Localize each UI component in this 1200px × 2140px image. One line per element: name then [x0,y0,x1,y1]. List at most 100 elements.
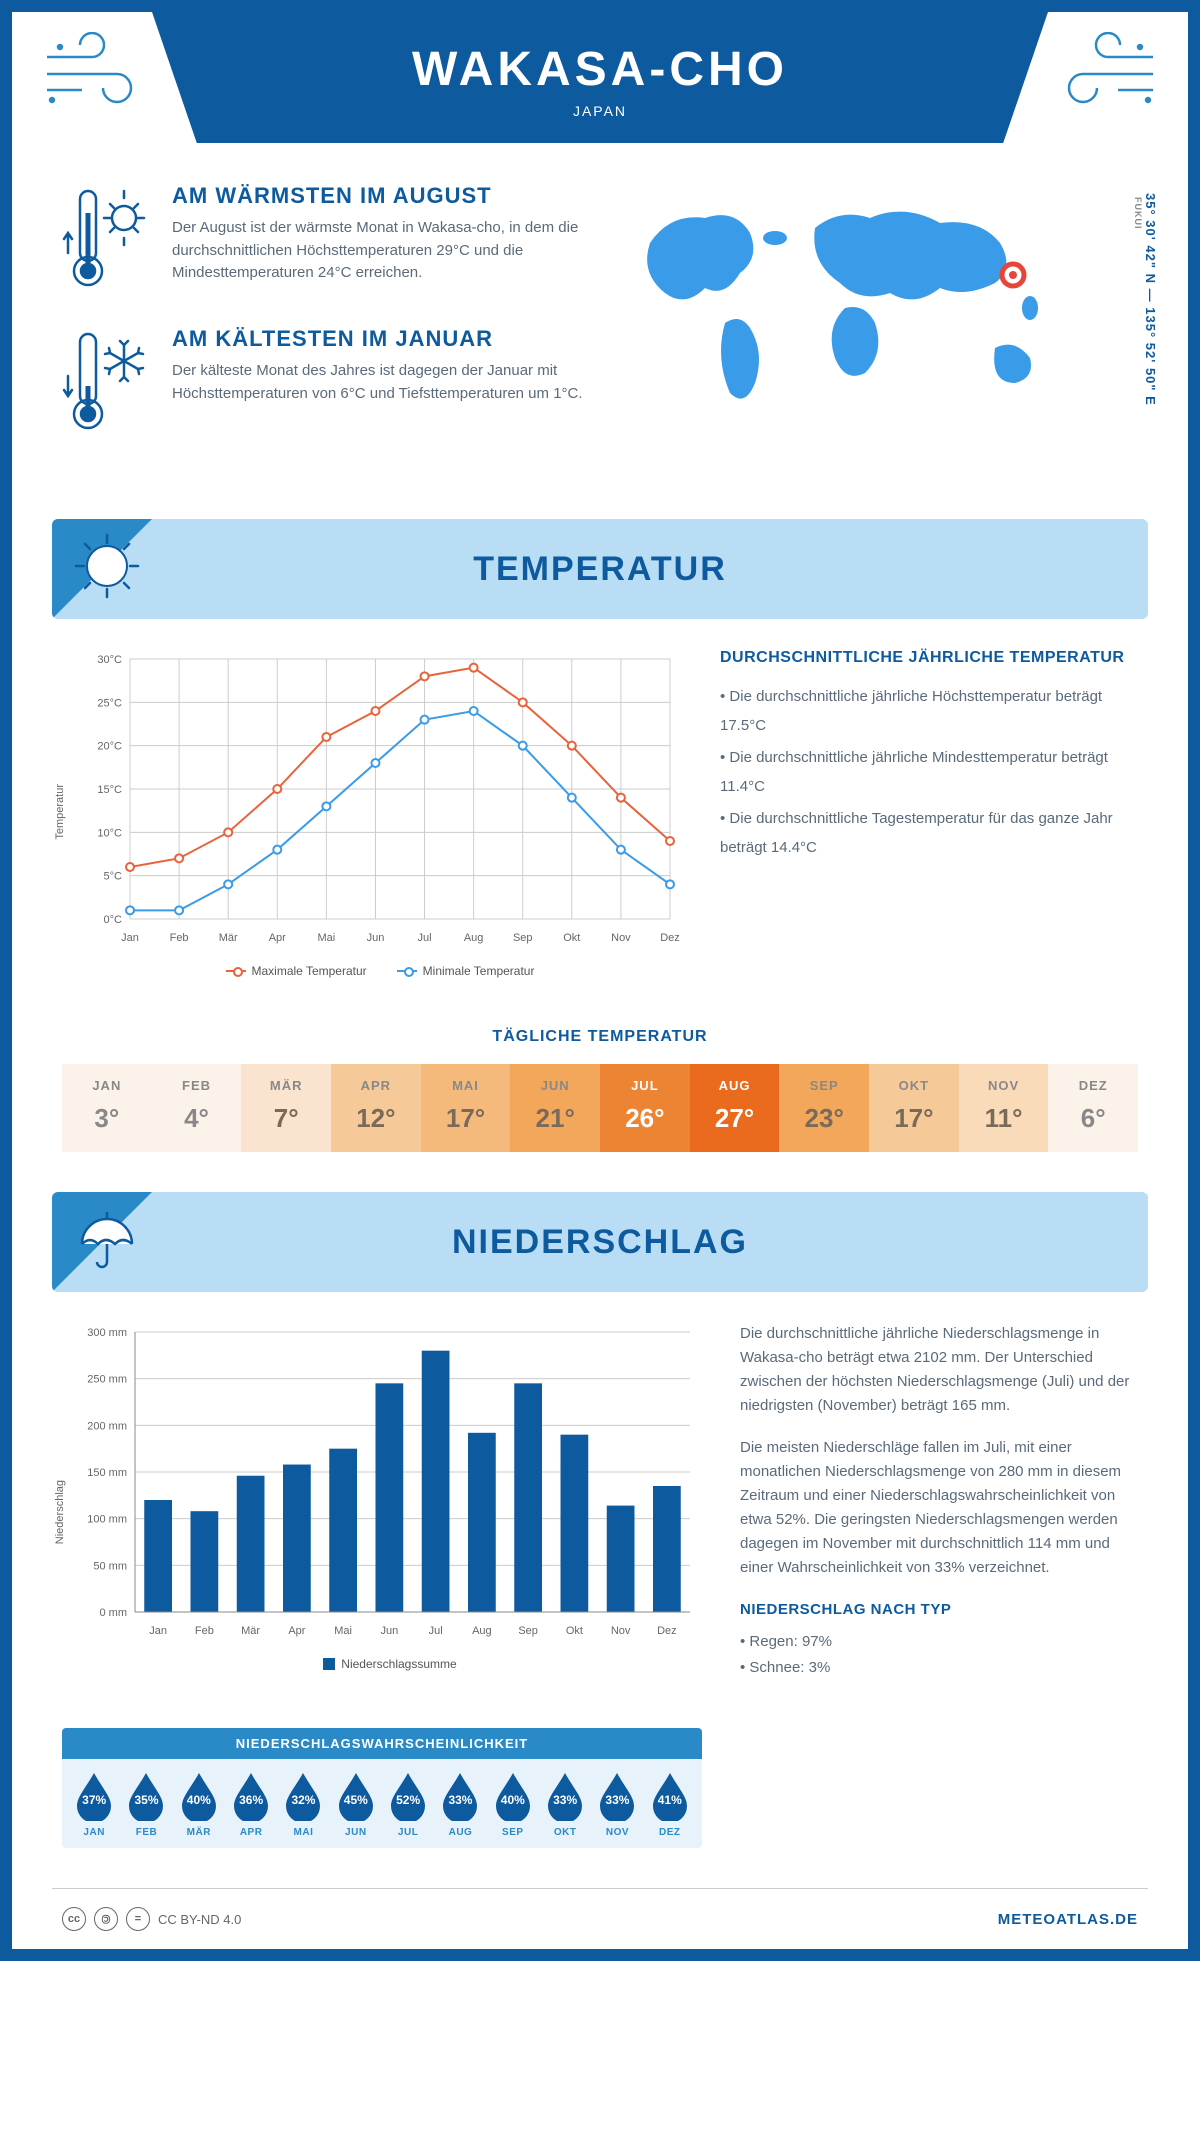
svg-text:Aug: Aug [472,1625,492,1637]
prob-cell: 37%JAN [68,1771,120,1838]
header-wrap: WAKASA-CHO JAPAN [12,12,1188,143]
svg-text:Dez: Dez [660,932,680,944]
daily-cell: OKT17° [869,1064,959,1152]
sun-icon [72,531,142,606]
precip-type1: • Regen: 97% [740,1630,1138,1654]
svg-text:Mai: Mai [334,1625,352,1637]
daily-title: TÄGLICHE TEMPERATUR [12,1028,1188,1046]
fact-warm-content: AM WÄRMSTEN IM AUGUST Der August ist der… [172,183,585,298]
prob-cell: 41%DEZ [644,1771,696,1838]
svg-text:Mai: Mai [317,932,335,944]
svg-text:Okt: Okt [563,932,580,944]
city-title: WAKASA-CHO [152,42,1048,97]
drop-icon: 40% [487,1771,539,1821]
svg-text:Okt: Okt [566,1625,583,1637]
svg-text:Aug: Aug [464,932,484,944]
svg-text:Nov: Nov [611,932,631,944]
footer-license: cc 🄯 = CC BY-ND 4.0 [62,1907,241,1931]
section-bar-precip: NIEDERSCHLAG [52,1192,1148,1292]
temp-chart: Temperatur 0°C5°C10°C15°C20°C25°C30°CJan… [62,649,680,978]
daily-cell: MÄR7° [241,1064,331,1152]
temp-legend: Maximale Temperatur Minimale Temperatur [80,964,680,978]
daily-cell: NOV11° [959,1064,1049,1152]
svg-text:10°C: 10°C [97,827,122,839]
coordinates: 35° 30' 42" N — 135° 52' 50" E FUKUI [1133,193,1158,406]
svg-text:Apr: Apr [269,932,286,944]
svg-text:Jan: Jan [121,932,139,944]
daily-cell: DEZ6° [1048,1064,1138,1152]
precip-type2: • Schnee: 3% [740,1656,1138,1680]
prob-title: NIEDERSCHLAGSWAHRSCHEINLICHKEIT [62,1728,702,1759]
daily-cell: APR12° [331,1064,421,1152]
precip-ylabel: Niederschlag [54,1480,66,1544]
daily-cell: AUG27° [690,1064,780,1152]
world-map-icon [615,183,1095,423]
precip-type-title: NIEDERSCHLAG NACH TYP [740,1598,1138,1622]
svg-text:0 mm: 0 mm [100,1607,128,1619]
daily-cell: JAN3° [62,1064,152,1152]
drop-icon: 36% [225,1771,277,1821]
drop-icon: 41% [644,1771,696,1821]
legend-min: Minimale Temperatur [397,964,535,978]
prob-cell: 33%AUG [434,1771,486,1838]
temp-summary: DURCHSCHNITTLICHE JÄHRLICHE TEMPERATUR •… [720,649,1138,978]
svg-text:Sep: Sep [513,932,533,944]
thermometer-hot-icon [62,183,152,298]
drop-icon: 32% [277,1771,329,1821]
temp-line-chart: 0°C5°C10°C15°C20°C25°C30°CJanFebMärAprMa… [80,649,680,949]
svg-text:250 mm: 250 mm [87,1374,127,1386]
nd-icon: = [126,1907,150,1931]
temp-summary-title: DURCHSCHNITTLICHE JÄHRLICHE TEMPERATUR [720,649,1138,667]
svg-text:Jan: Jan [149,1625,167,1637]
svg-text:150 mm: 150 mm [87,1467,127,1479]
drop-icon: 40% [173,1771,225,1821]
prob-cell: 32%MAI [277,1771,329,1838]
svg-text:25°C: 25°C [97,697,122,709]
drop-icon: 37% [68,1771,120,1821]
prob-cell: 33%NOV [591,1771,643,1838]
daily-cell: MAI17° [421,1064,511,1152]
fact-warm-title: AM WÄRMSTEN IM AUGUST [172,183,585,209]
svg-text:100 mm: 100 mm [87,1514,127,1526]
svg-text:15°C: 15°C [97,784,122,796]
temp-p1: • Die durchschnittliche jährliche Höchst… [720,683,1138,740]
license-text: CC BY-ND 4.0 [158,1912,241,1927]
legend-max: Maximale Temperatur [226,964,367,978]
section-bar-temp: TEMPERATUR [52,519,1148,619]
prob-cell: 45%JUN [330,1771,382,1838]
fact-cold-content: AM KÄLTESTEN IM JANUAR Der kälteste Mona… [172,326,585,441]
prob-cell: 52%JUL [382,1771,434,1838]
footer: cc 🄯 = CC BY-ND 4.0 METEOATLAS.DE [52,1888,1148,1949]
svg-text:Jun: Jun [367,932,385,944]
intro-section: AM WÄRMSTEN IM AUGUST Der August ist der… [12,183,1188,499]
precip-chart: Niederschlag 0 mm50 mm100 mm150 mm200 mm… [62,1322,700,1698]
fact-cold-title: AM KÄLTESTEN IM JANUAR [172,326,585,352]
coords-text: 35° 30' 42" N — 135° 52' 50" E [1143,193,1158,406]
svg-text:200 mm: 200 mm [87,1420,127,1432]
section-title-precip: NIEDERSCHLAG [452,1223,748,1262]
drop-icon: 35% [120,1771,172,1821]
by-icon: 🄯 [94,1907,118,1931]
temp-p3: • Die durchschnittliche Tagestemperatur … [720,805,1138,862]
fact-warm-text: Der August ist der wärmste Monat in Waka… [172,217,585,285]
header-banner: WAKASA-CHO JAPAN [152,12,1048,143]
temp-ylabel: Temperatur [54,784,66,840]
svg-text:Nov: Nov [611,1625,631,1637]
precip-p1: Die durchschnittliche jährliche Niedersc… [740,1322,1138,1418]
svg-text:Apr: Apr [288,1625,305,1637]
drop-icon: 33% [434,1771,486,1821]
umbrella-icon [72,1204,142,1279]
temp-p2: • Die durchschnittliche jährliche Mindes… [720,744,1138,801]
svg-text:Jul: Jul [418,932,432,944]
country-subtitle: JAPAN [152,103,1048,119]
cc-icon: cc [62,1907,86,1931]
temp-body: Temperatur 0°C5°C10°C15°C20°C25°C30°CJan… [12,649,1188,1008]
precip-bar-chart: 0 mm50 mm100 mm150 mm200 mm250 mm300 mmJ… [80,1322,700,1642]
coords-region: FUKUI [1133,197,1143,406]
precip-body: Niederschlag 0 mm50 mm100 mm150 mm200 mm… [12,1322,1188,1728]
prob-cell: 40%MÄR [173,1771,225,1838]
intro-facts: AM WÄRMSTEN IM AUGUST Der August ist der… [62,183,585,469]
daily-cell: FEB4° [152,1064,242,1152]
svg-text:5°C: 5°C [104,871,123,883]
section-title-temp: TEMPERATUR [473,550,727,589]
